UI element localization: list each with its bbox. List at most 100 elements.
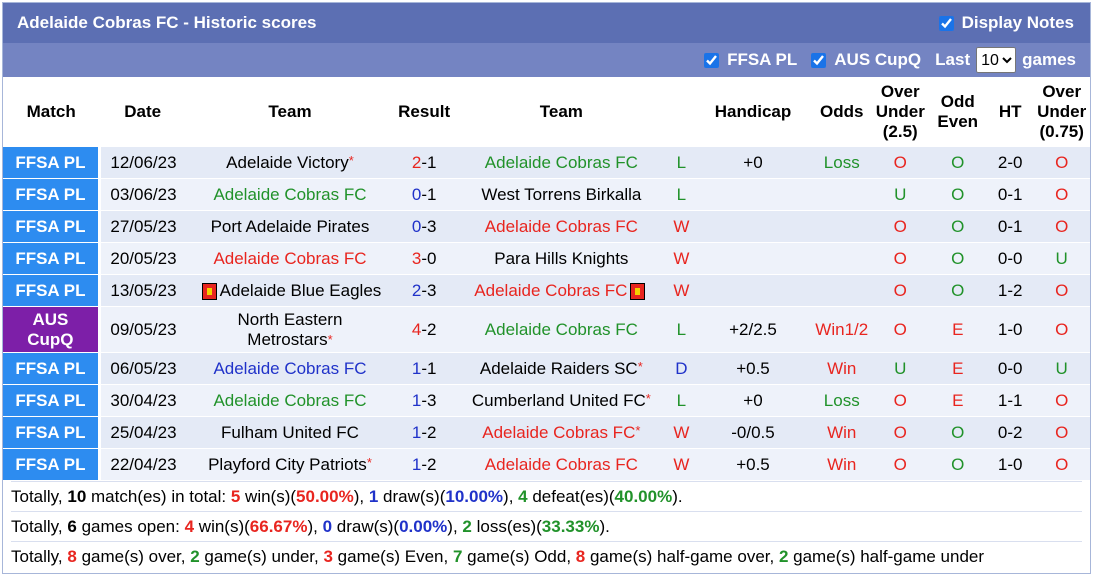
- match-result[interactable]: 0-3: [393, 210, 455, 243]
- league-badge[interactable]: FFSA PL: [3, 147, 101, 179]
- ou-letter: O: [893, 152, 907, 172]
- last-games-select[interactable]: 10: [976, 47, 1017, 73]
- league-badge[interactable]: FFSA PL: [3, 178, 101, 211]
- table-row[interactable]: FFSA PL 12/06/23 Adelaide Victory* 2-1 Adela…: [3, 147, 1090, 179]
- page-title: Adelaide Cobras FC - Historic scores: [17, 13, 317, 32]
- away-team[interactable]: Adelaide Cobras FC*: [454, 416, 669, 449]
- match-date: 06/05/23: [99, 352, 187, 385]
- win-loss: W: [668, 274, 695, 307]
- league-badge[interactable]: FFSA PL: [3, 210, 101, 243]
- handicap: +0.5: [694, 352, 812, 385]
- handicap: [694, 178, 812, 211]
- away-team[interactable]: Adelaide Cobras FC: [454, 448, 669, 481]
- ou2-letter: O: [1055, 152, 1069, 172]
- ou2-letter: O: [1055, 319, 1069, 339]
- filter-ffsa-checkbox[interactable]: [704, 52, 720, 68]
- handicap: +0: [694, 147, 812, 179]
- over-under-25: O: [872, 416, 929, 449]
- neutral-star-icon: *: [366, 454, 372, 470]
- ou-letter: O: [893, 216, 907, 236]
- half-time: 0-0: [987, 242, 1034, 275]
- league-badge[interactable]: FFSA PL: [3, 242, 101, 275]
- away-team[interactable]: Cumberland United FC*: [454, 384, 669, 417]
- home-team[interactable]: Adelaide Victory*: [186, 147, 394, 179]
- oe-letter: E: [952, 390, 964, 410]
- odds-result: [811, 274, 873, 307]
- league-name: AUS: [32, 309, 69, 329]
- table-row[interactable]: AUS CupQ 09/05/23 North Eastern Metrostars* 4…: [3, 306, 1090, 353]
- filter-bar: FFSA PL AUS CupQ Last 10 games: [3, 43, 1090, 77]
- home-team[interactable]: Adelaide Cobras FC: [186, 178, 394, 211]
- match-result[interactable]: 3-0: [393, 242, 455, 275]
- table-body: FFSA PL 12/06/23 Adelaide Victory* 2-1 Adela…: [3, 147, 1090, 481]
- score-sep: -: [421, 358, 427, 378]
- table-row[interactable]: FFSA PL 13/05/23 Adelaide Blue Eagles 2-3 Ad…: [3, 274, 1090, 307]
- away-team[interactable]: Adelaide Raiders SC*: [454, 352, 669, 385]
- away-team[interactable]: Para Hills Knights: [454, 242, 669, 275]
- oe-letter: O: [951, 454, 965, 474]
- away-score: 1: [426, 358, 437, 378]
- league-badge[interactable]: FFSA PL: [3, 274, 101, 307]
- away-team[interactable]: Adelaide Cobras FC: [454, 306, 669, 353]
- home-team[interactable]: Fulham United FC: [186, 416, 394, 449]
- league-badge[interactable]: AUS CupQ: [3, 306, 101, 353]
- away-score: 0: [426, 248, 437, 268]
- away-team[interactable]: Adelaide Cobras FC: [454, 274, 669, 307]
- over-under-075: O: [1033, 178, 1090, 211]
- oe-letter: O: [951, 280, 965, 300]
- match-result[interactable]: 1-2: [393, 448, 455, 481]
- display-notes-checkbox[interactable]: [938, 15, 954, 31]
- home-team[interactable]: Playford City Patriots*: [186, 448, 394, 481]
- odds-text: Win: [827, 358, 857, 378]
- odds-result: Win1/2: [811, 306, 873, 353]
- column-header-10: HT: [987, 77, 1034, 147]
- away-team-name: Adelaide Cobras FC: [484, 454, 638, 474]
- league-badge[interactable]: FFSA PL: [3, 416, 101, 449]
- match-result[interactable]: 1-3: [393, 384, 455, 417]
- table-row[interactable]: FFSA PL 03/06/23 Adelaide Cobras FC 0-1 West…: [3, 178, 1090, 211]
- filter-aus[interactable]: AUS CupQ: [811, 50, 921, 70]
- win-loss: L: [668, 306, 695, 353]
- home-team[interactable]: Adelaide Cobras FC: [186, 242, 394, 275]
- match-date: 25/04/23: [99, 416, 187, 449]
- table-row[interactable]: FFSA PL 20/05/23 Adelaide Cobras FC 3-0 Para…: [3, 242, 1090, 275]
- home-score: 0: [411, 184, 422, 204]
- match-result[interactable]: 4-2: [393, 306, 455, 353]
- home-team[interactable]: North Eastern Metrostars*: [186, 306, 394, 353]
- filter-aus-checkbox[interactable]: [811, 52, 827, 68]
- away-score: 2: [426, 454, 437, 474]
- league-name: FFSA PL: [15, 184, 86, 204]
- match-result[interactable]: 1-1: [393, 352, 455, 385]
- away-team-name: West Torrens Birkalla: [481, 184, 642, 204]
- home-score: 1: [411, 358, 422, 378]
- table-row[interactable]: FFSA PL 22/04/23 Playford City Patriots* 1-…: [3, 448, 1090, 481]
- match-result[interactable]: 0-1: [393, 178, 455, 211]
- column-header-3: Result: [393, 77, 455, 147]
- away-team[interactable]: West Torrens Birkalla: [454, 178, 669, 211]
- odd-even: O: [928, 147, 987, 179]
- match-result[interactable]: 1-2: [393, 416, 455, 449]
- match-result[interactable]: 2-3: [393, 274, 455, 307]
- table-row[interactable]: FFSA PL 27/05/23 Port Adelaide Pirates 0-3 A…: [3, 210, 1090, 243]
- table-row[interactable]: FFSA PL 06/05/23 Adelaide Cobras FC 1-1 Adel…: [3, 352, 1090, 385]
- home-team[interactable]: Port Adelaide Pirates: [186, 210, 394, 243]
- ou2-letter: U: [1055, 358, 1068, 378]
- league-badge[interactable]: FFSA PL: [3, 384, 101, 417]
- match-result[interactable]: 2-1: [393, 147, 455, 179]
- odd-even: E: [928, 384, 987, 417]
- away-team-name: Adelaide Cobras FC: [474, 280, 628, 300]
- table-row[interactable]: FFSA PL 25/04/23 Fulham United FC 1-2 Adelai…: [3, 416, 1090, 449]
- odd-even: O: [928, 274, 987, 307]
- filter-ffsa[interactable]: FFSA PL: [704, 50, 797, 70]
- away-team-name: Adelaide Cobras FC: [482, 422, 636, 442]
- away-team-name: Para Hills Knights: [494, 248, 629, 268]
- home-team[interactable]: Adelaide Blue Eagles: [186, 274, 394, 307]
- league-badge[interactable]: FFSA PL: [3, 352, 101, 385]
- away-team[interactable]: Adelaide Cobras FC: [454, 210, 669, 243]
- away-team[interactable]: Adelaide Cobras FC: [454, 147, 669, 179]
- league-badge[interactable]: FFSA PL: [3, 448, 101, 481]
- display-notes-toggle[interactable]: Display Notes: [938, 13, 1074, 33]
- table-row[interactable]: FFSA PL 30/04/23 Adelaide Cobras FC 1-3 Cumb…: [3, 384, 1090, 417]
- home-team[interactable]: Adelaide Cobras FC: [186, 352, 394, 385]
- home-team[interactable]: Adelaide Cobras FC: [186, 384, 394, 417]
